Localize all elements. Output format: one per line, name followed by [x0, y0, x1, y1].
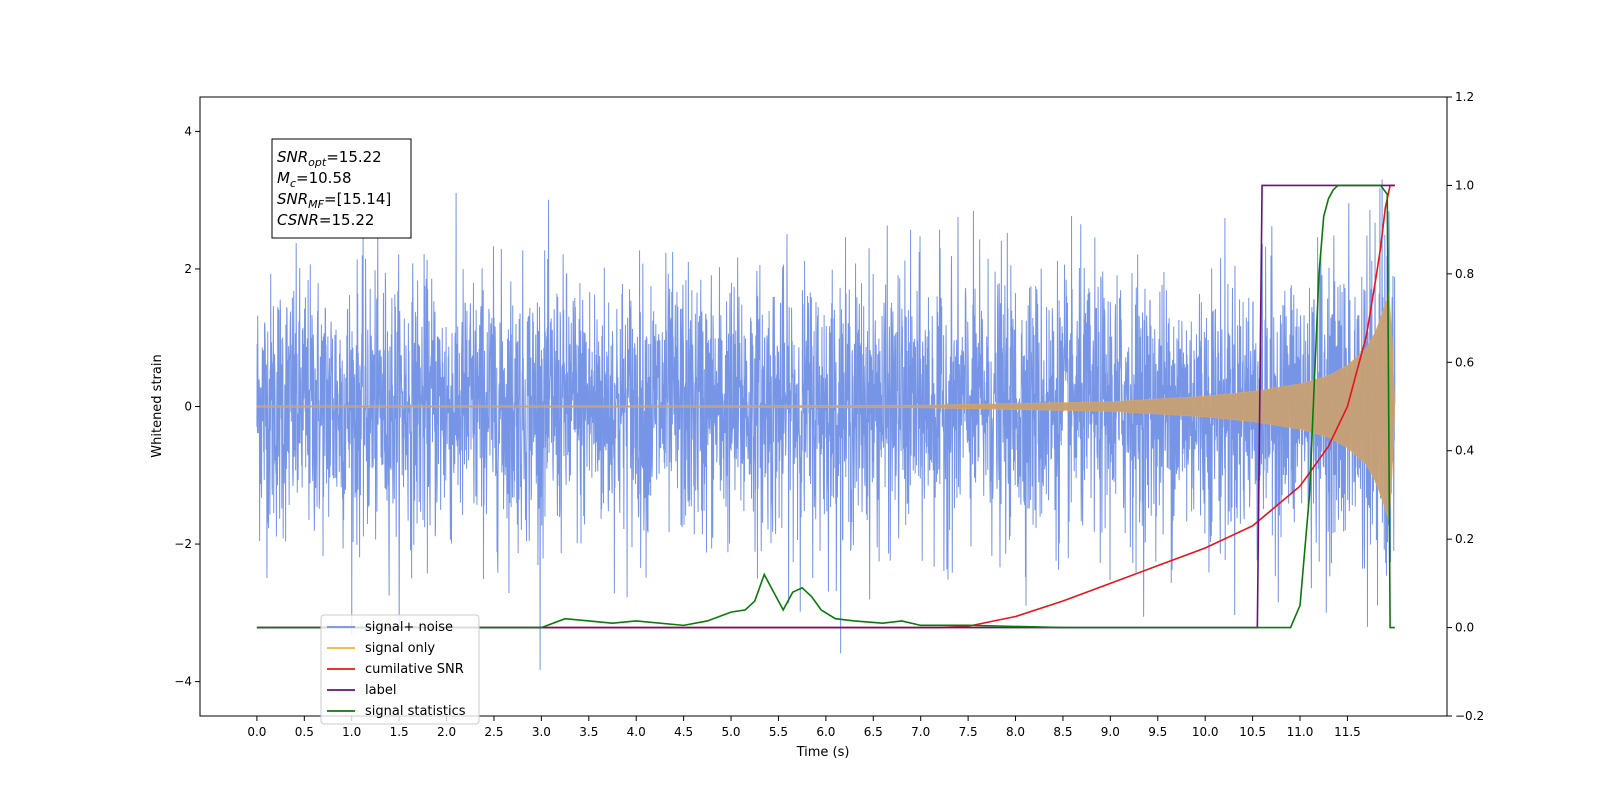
annotation-symbol: M: [277, 169, 290, 187]
legend-label: signal statistics: [365, 704, 466, 719]
series-layer: [256, 179, 1396, 670]
x-tick-label: 6.5: [864, 725, 883, 739]
y2-tick-label: 0.2: [1455, 532, 1474, 546]
x-tick-label: 10.0: [1192, 725, 1219, 739]
annotation-value: =15.22: [326, 148, 382, 166]
x-axis-label: Time (s): [796, 745, 850, 760]
legend-frame: [320, 614, 480, 725]
annotation-line: SNRMF=[15.14]: [277, 190, 391, 211]
annotation-symbol: SNR: [277, 148, 308, 166]
x-tick-label: 10.5: [1239, 725, 1266, 739]
annotation-subscript: MF: [308, 198, 324, 211]
annotation-value: =[15.14]: [324, 190, 391, 208]
x-tick-label: 7.0: [911, 725, 930, 739]
y-tick-label: −2: [174, 537, 192, 551]
x-tick-label: 3.0: [532, 725, 551, 739]
x-tick-label: 6.0: [816, 725, 835, 739]
annotation-symbol: SNR: [277, 190, 308, 208]
y2-tick-label: 0.8: [1455, 267, 1474, 281]
series-signal-only: [256, 292, 1396, 521]
series-cumilative-snr: [256, 184, 1395, 629]
annotation-line: SNRopt=15.22: [277, 148, 382, 169]
legend-label: label: [365, 683, 396, 698]
x-tick-label: 11.5: [1334, 725, 1361, 739]
x-tick-label: 1.5: [390, 725, 409, 739]
y-tick-label: 2: [184, 262, 192, 276]
legend-label: signal only: [365, 641, 435, 656]
annotation-subscript: c: [290, 177, 296, 190]
y2-tick-label: −0.2: [1455, 709, 1484, 723]
y2-tick-label: 0.0: [1455, 621, 1474, 635]
y-axis-right: −0.2 0.0 0.2 0.4 0.6 0.8 1.0 1.2: [1447, 90, 1484, 723]
metrics-annotation-box: SNRopt=15.22Mc=10.58SNRMF=[15.14]CSNR=15…: [271, 138, 412, 239]
series-signal-noise: [256, 179, 1396, 670]
y-tick-label: 4: [184, 124, 192, 138]
x-tick-label: 11.0: [1287, 725, 1314, 739]
annotation-symbol: CSNR: [277, 211, 319, 229]
x-tick-label: 9.5: [1148, 725, 1167, 739]
y-axis-label: Whitened strain: [150, 354, 165, 457]
plot-area: [256, 179, 1396, 670]
x-tick-label: 1.0: [342, 725, 361, 739]
annotation-line: Mc=10.58: [277, 169, 352, 190]
x-tick-label: 5.5: [769, 725, 788, 739]
x-axis: 0.0 0.5 1.0 1.5 2.0 2.5 3.0 3.5 4.0 4.5 5.0 5.5 6.0 6…: [247, 716, 1361, 739]
x-tick-label: 3.5: [579, 725, 598, 739]
x-tick-label: 2.0: [437, 725, 456, 739]
x-tick-label: 8.0: [1006, 725, 1025, 739]
y-tick-label: 0: [184, 400, 192, 414]
x-tick-label: 7.5: [959, 725, 978, 739]
y-axis-left: −4 −2 0 2 4: [174, 124, 200, 689]
annotation-frame: [271, 138, 412, 239]
series-signal-statistics: [256, 184, 1395, 629]
x-tick-label: 9.0: [1101, 725, 1120, 739]
y2-tick-label: 0.4: [1455, 444, 1474, 458]
x-tick-label: 2.5: [484, 725, 503, 739]
x-tick-label: 5.0: [721, 725, 740, 739]
y2-tick-label: 1.2: [1455, 90, 1474, 104]
annotation-line: CSNR=15.22: [277, 211, 374, 229]
x-tick-label: 4.0: [627, 725, 646, 739]
x-tick-label: 4.5: [674, 725, 693, 739]
x-tick-label: 0.0: [247, 725, 266, 739]
x-tick-label: 8.5: [1053, 725, 1072, 739]
legend-label: signal+ noise: [365, 620, 453, 635]
legend: signal+ noise signal only cumilative SNR la…: [320, 614, 480, 725]
annotation-value: =10.58: [296, 169, 352, 187]
y2-tick-label: 0.6: [1455, 355, 1474, 369]
annotation-value: =15.22: [319, 211, 375, 229]
y2-tick-label: 1.0: [1455, 178, 1474, 192]
x-tick-label: 0.5: [295, 725, 314, 739]
y-tick-label: −4: [174, 675, 192, 689]
annotation-subscript: opt: [308, 156, 327, 169]
legend-label: cumilative SNR: [365, 662, 464, 677]
